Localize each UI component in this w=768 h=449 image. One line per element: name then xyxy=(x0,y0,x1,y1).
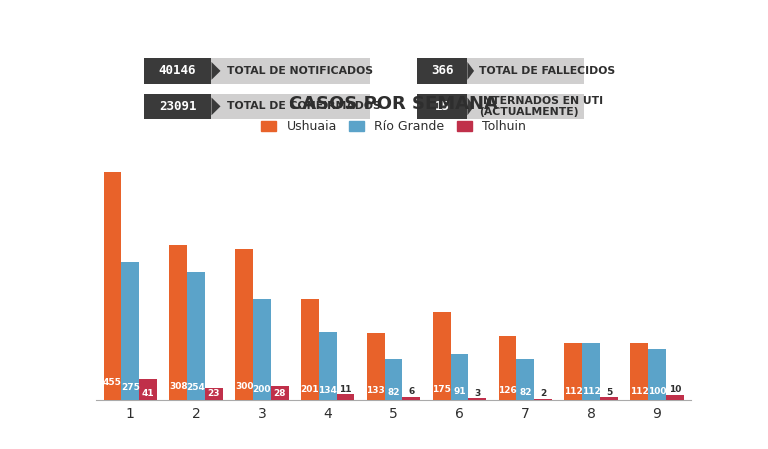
Text: 6: 6 xyxy=(409,387,415,396)
FancyBboxPatch shape xyxy=(144,93,370,119)
Bar xyxy=(648,349,666,400)
Text: 200: 200 xyxy=(253,385,271,394)
Polygon shape xyxy=(468,62,474,80)
Bar xyxy=(582,343,600,400)
Bar xyxy=(516,358,535,400)
FancyBboxPatch shape xyxy=(144,93,211,119)
Bar xyxy=(600,397,617,400)
Text: 15: 15 xyxy=(435,100,450,113)
Bar xyxy=(336,394,354,400)
Bar xyxy=(170,245,187,400)
FancyBboxPatch shape xyxy=(418,93,584,119)
Bar xyxy=(564,343,582,400)
Text: 82: 82 xyxy=(387,387,400,396)
Text: 308: 308 xyxy=(169,382,187,391)
Text: 126: 126 xyxy=(498,387,517,396)
Text: 201: 201 xyxy=(300,385,319,394)
Bar xyxy=(433,312,451,400)
Bar xyxy=(367,333,385,400)
Text: 5: 5 xyxy=(606,387,612,396)
Title: CASOS POR SEMANA: CASOS POR SEMANA xyxy=(290,95,498,113)
Bar xyxy=(271,386,289,400)
FancyBboxPatch shape xyxy=(144,58,370,84)
Text: 112: 112 xyxy=(630,387,648,396)
Bar xyxy=(139,379,157,400)
FancyBboxPatch shape xyxy=(144,58,211,84)
Bar xyxy=(104,172,121,400)
Text: 254: 254 xyxy=(187,383,206,392)
Text: 40146: 40146 xyxy=(159,64,197,77)
Bar xyxy=(235,249,253,400)
Text: 91: 91 xyxy=(453,387,465,396)
Bar xyxy=(187,273,205,400)
Text: 11: 11 xyxy=(339,385,352,394)
Bar xyxy=(385,358,402,400)
Text: 41: 41 xyxy=(142,388,154,397)
Bar xyxy=(498,336,516,400)
FancyBboxPatch shape xyxy=(418,93,468,119)
FancyBboxPatch shape xyxy=(418,58,584,84)
Text: 23091: 23091 xyxy=(159,100,197,113)
Text: TOTAL DE NOTIFICADOS: TOTAL DE NOTIFICADOS xyxy=(227,66,373,76)
Bar xyxy=(666,395,684,400)
Legend: Ushuaia, Río Grande, Tolhuin: Ushuaia, Río Grande, Tolhuin xyxy=(257,115,531,138)
Bar xyxy=(253,299,271,400)
Text: 23: 23 xyxy=(207,389,220,398)
Text: 366: 366 xyxy=(431,64,454,77)
Bar xyxy=(631,343,648,400)
Text: INTERNADOS EN UTI
(ACTUALMENTE): INTERNADOS EN UTI (ACTUALMENTE) xyxy=(479,96,603,117)
Polygon shape xyxy=(211,97,220,115)
Bar xyxy=(468,398,486,400)
Text: 134: 134 xyxy=(318,386,337,395)
Text: 455: 455 xyxy=(103,378,122,387)
Bar xyxy=(451,354,468,400)
FancyBboxPatch shape xyxy=(418,58,468,84)
Text: 275: 275 xyxy=(121,383,140,392)
Text: TOTAL DE FALLECIDOS: TOTAL DE FALLECIDOS xyxy=(479,66,615,76)
Text: 28: 28 xyxy=(273,389,286,398)
Text: TOTAL DE CONFIRMADOS: TOTAL DE CONFIRMADOS xyxy=(227,101,381,111)
Polygon shape xyxy=(211,62,220,80)
Bar xyxy=(319,332,336,400)
Bar xyxy=(535,399,552,400)
Text: 112: 112 xyxy=(581,387,601,396)
Bar xyxy=(301,299,319,400)
Text: 82: 82 xyxy=(519,387,531,396)
Text: 100: 100 xyxy=(647,387,666,396)
Bar xyxy=(121,262,139,400)
Bar xyxy=(205,388,223,400)
Text: 2: 2 xyxy=(540,389,546,398)
Text: 300: 300 xyxy=(235,382,253,391)
Text: 175: 175 xyxy=(432,385,451,394)
Text: 3: 3 xyxy=(474,388,480,398)
Text: 10: 10 xyxy=(669,385,681,394)
Text: 133: 133 xyxy=(366,386,386,395)
Text: 112: 112 xyxy=(564,387,583,396)
Polygon shape xyxy=(468,97,474,115)
Bar xyxy=(402,396,420,400)
